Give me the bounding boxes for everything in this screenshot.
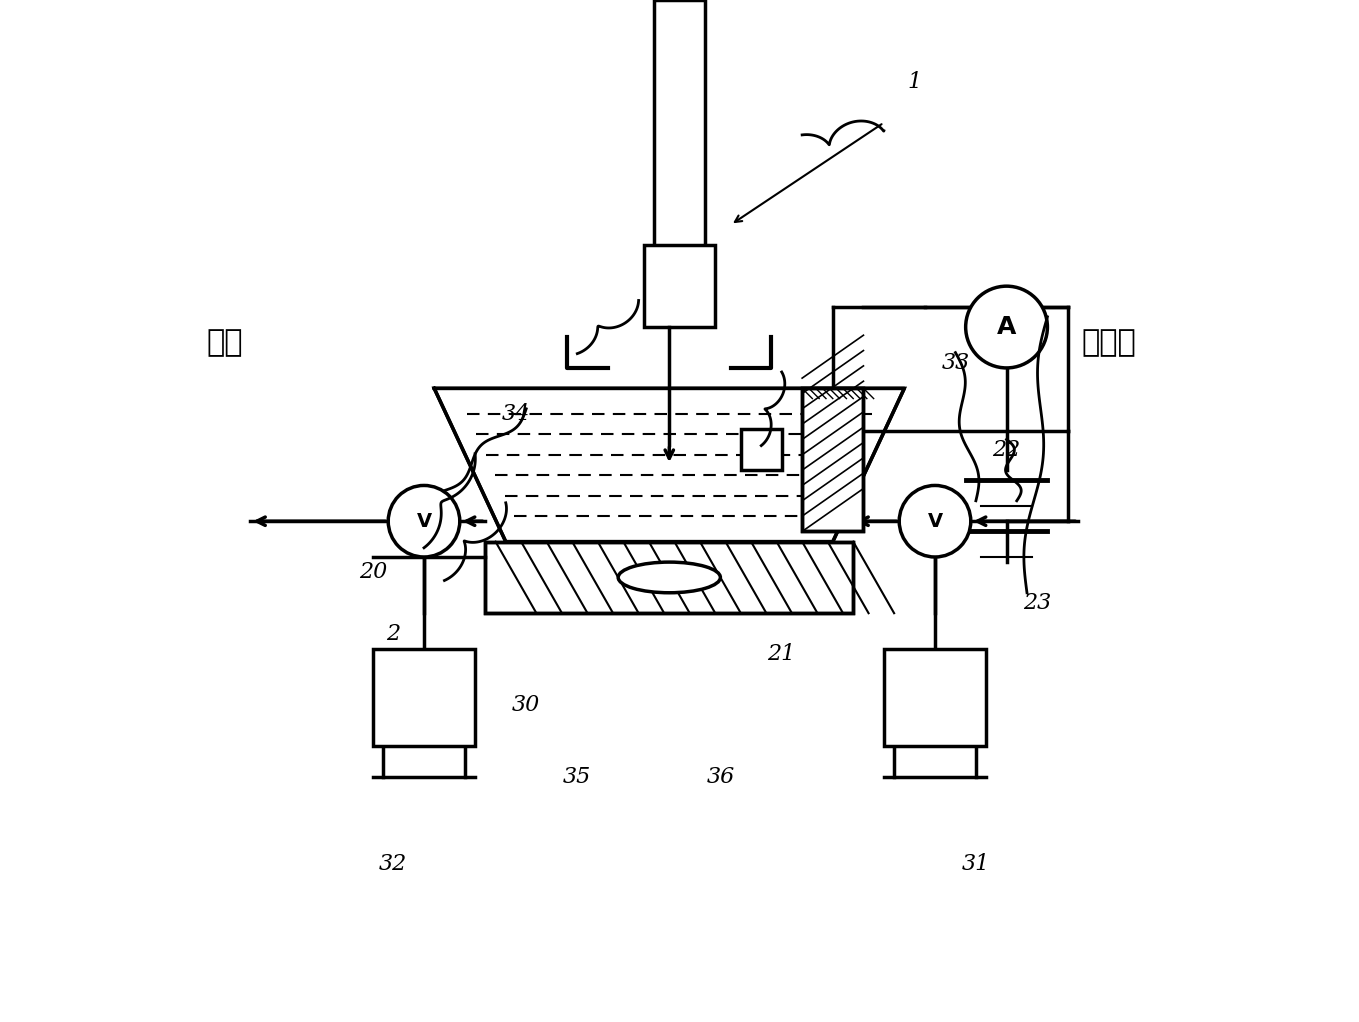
Text: 33: 33 [942, 352, 969, 374]
Circle shape [966, 286, 1048, 368]
Text: 30: 30 [512, 694, 541, 716]
Text: 22: 22 [992, 438, 1021, 461]
Text: 1: 1 [908, 71, 921, 93]
Text: 21: 21 [768, 643, 796, 665]
Text: 35: 35 [563, 765, 591, 788]
Text: V: V [927, 512, 943, 530]
Text: 32: 32 [379, 852, 408, 875]
Text: 废液: 废液 [207, 328, 243, 357]
Bar [372, 649, 476, 746]
Polygon shape [485, 542, 853, 613]
Circle shape [900, 485, 970, 557]
Text: 2: 2 [386, 622, 401, 645]
Circle shape [389, 485, 459, 557]
Bar [883, 649, 987, 746]
Bar [802, 388, 863, 531]
Text: 31: 31 [962, 852, 989, 875]
Text: 23: 23 [1023, 592, 1052, 614]
Bar [654, 0, 705, 256]
Text: 缓冲液: 缓冲液 [1082, 328, 1136, 357]
Bar [741, 429, 781, 470]
Ellipse shape [618, 562, 720, 593]
Text: 34: 34 [501, 403, 530, 425]
Bar [802, 388, 863, 531]
Text: 20: 20 [359, 561, 387, 584]
Text: A: A [998, 315, 1017, 339]
Text: 36: 36 [707, 765, 734, 788]
Text: V: V [416, 512, 432, 530]
Bar [644, 245, 715, 327]
Polygon shape [435, 388, 904, 542]
